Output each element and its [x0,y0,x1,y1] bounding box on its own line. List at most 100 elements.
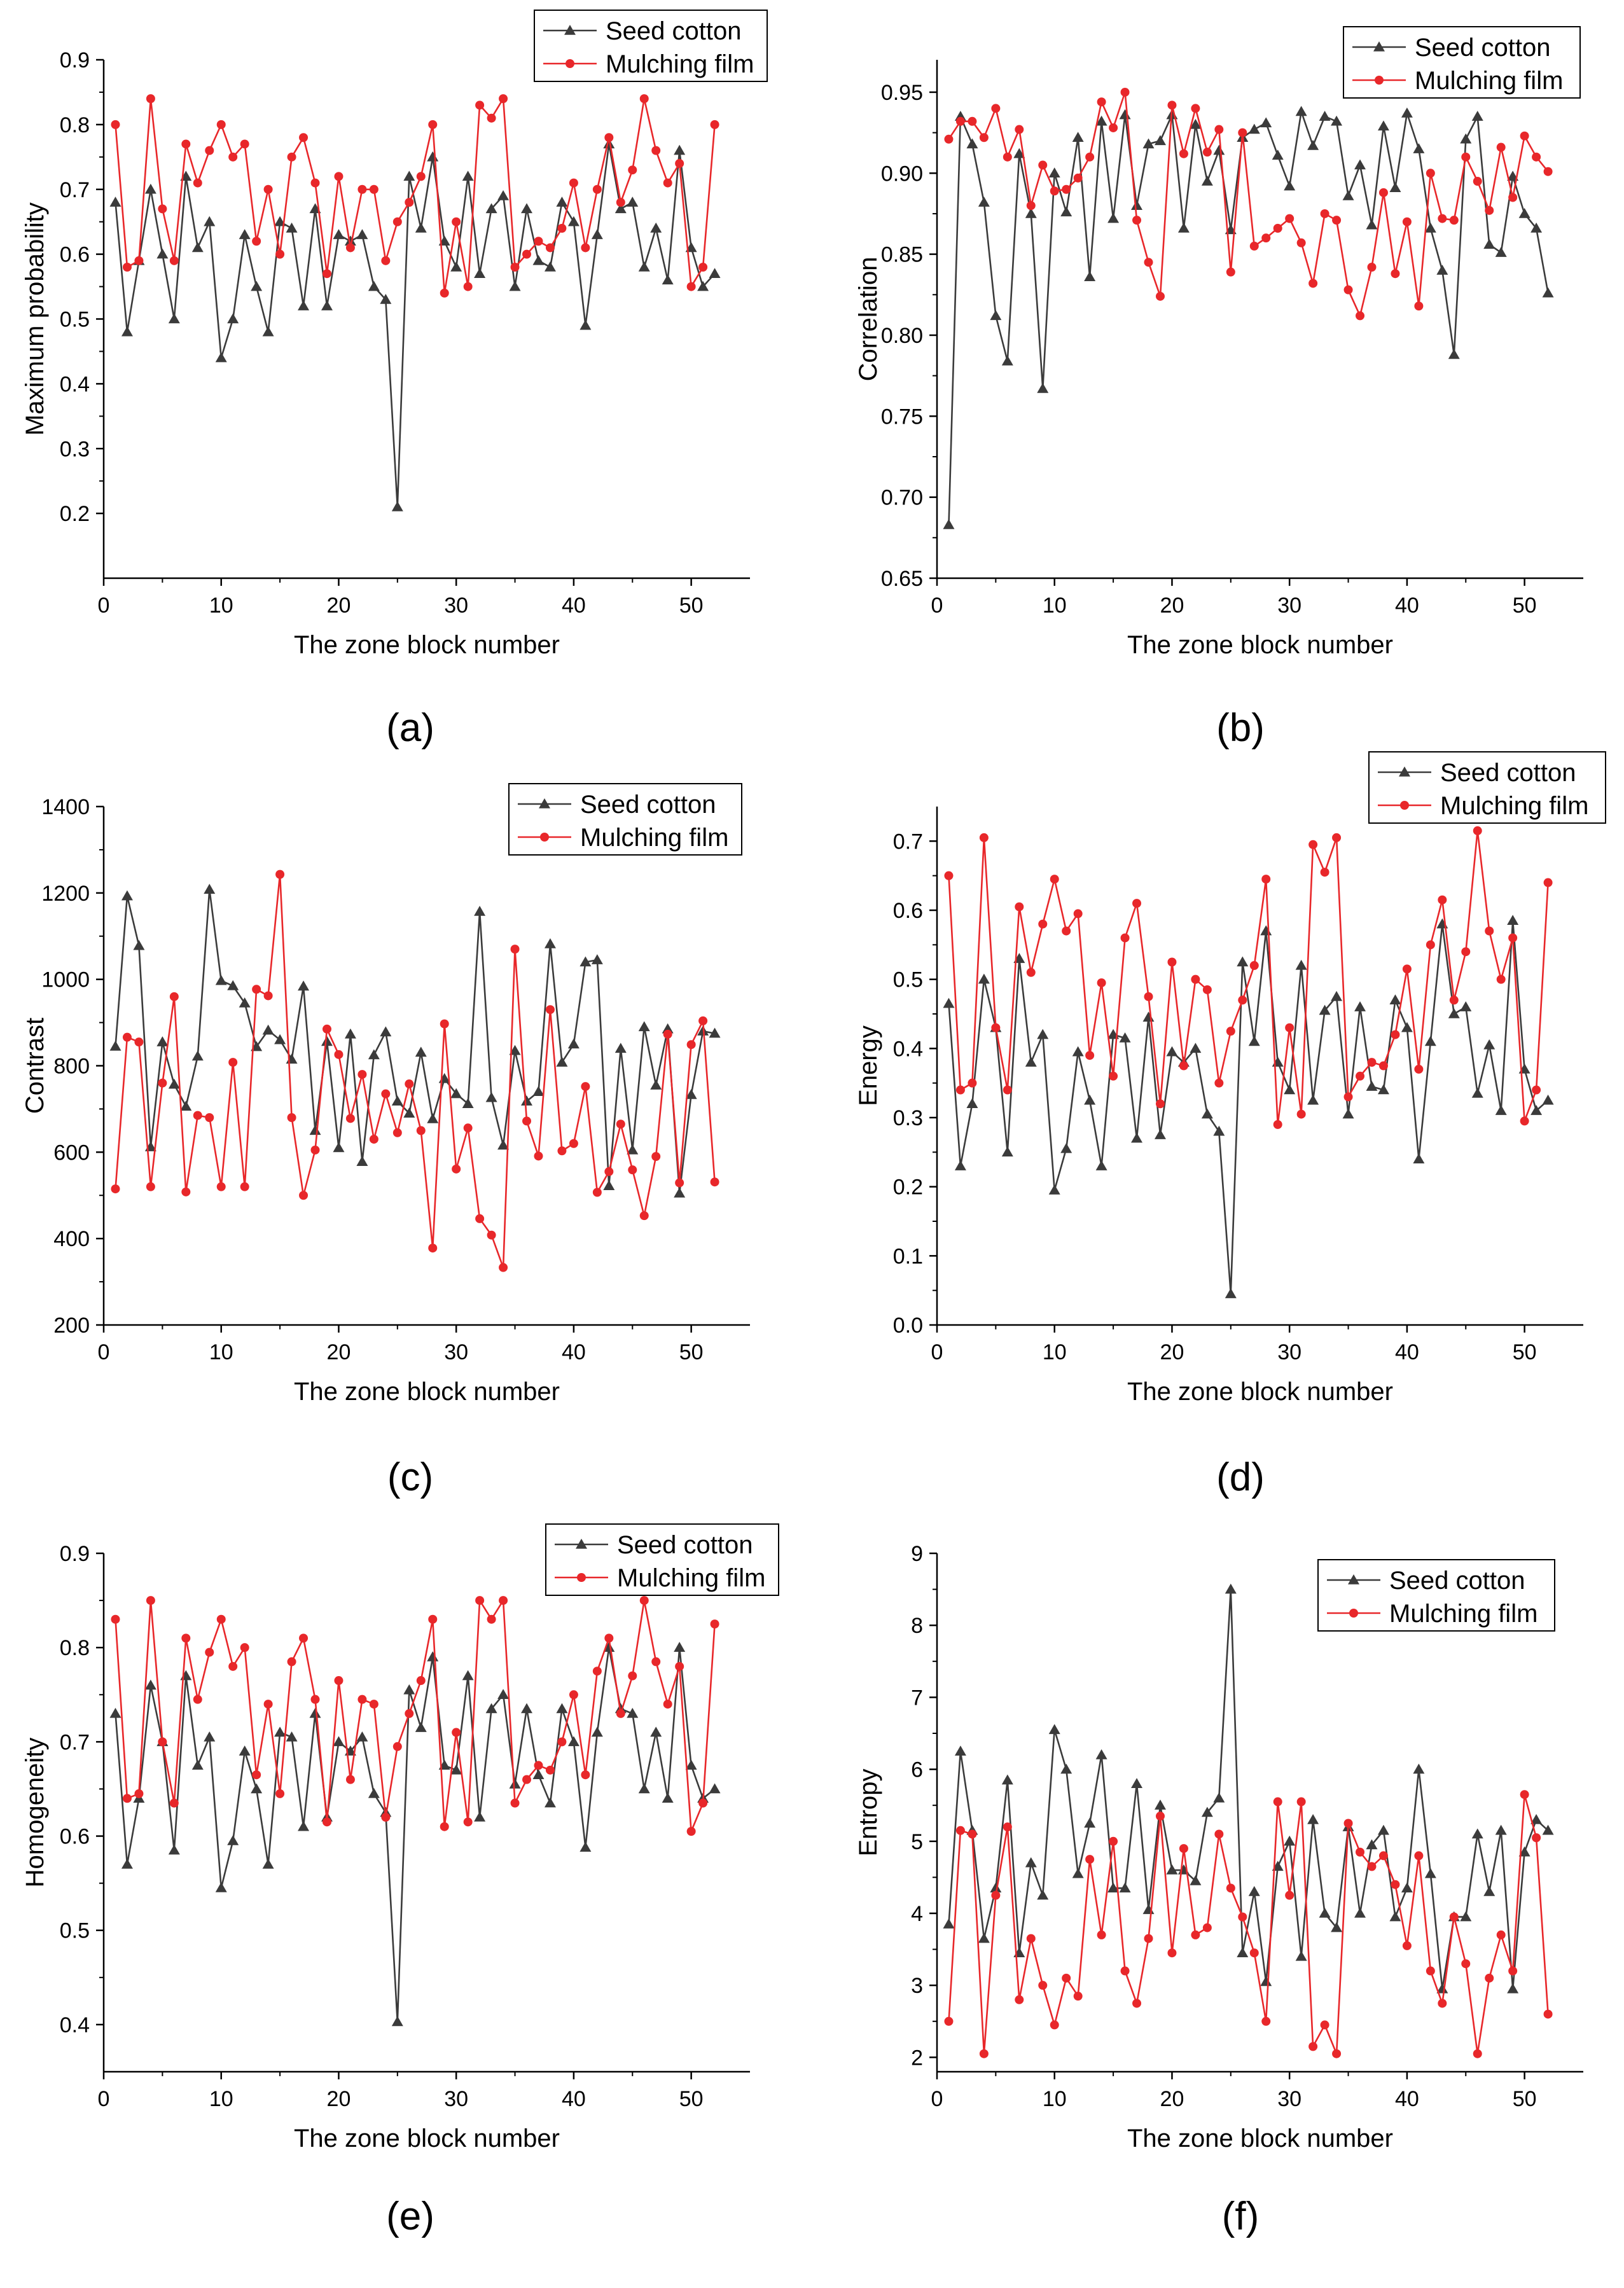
data-point [181,1633,191,1643]
data-point [685,1759,697,1770]
data-point [978,197,990,207]
data-point [440,1822,449,1831]
series-mulching-film [944,826,1553,1129]
data-point [146,1596,155,1605]
data-point [1354,159,1366,170]
data-point [1284,180,1296,191]
data-point [497,190,510,200]
legend-label: Mulching film [1415,67,1563,95]
data-point [262,326,274,336]
data-point [1226,1027,1235,1036]
data-point [1248,1036,1260,1046]
x-axis-label: The zone block number [294,2125,560,2153]
data-point [405,198,414,207]
x-tick-label: 10 [1043,2087,1067,2111]
data-point [638,1021,650,1032]
data-point [1037,1029,1049,1039]
data-point [1214,1829,1224,1839]
data-point [1179,1844,1188,1854]
data-point [1202,148,1212,157]
x-tick-label: 10 [209,1340,233,1364]
x-tick-label: 50 [679,1340,704,1364]
data-point [1273,1797,1282,1806]
data-point [1048,1184,1060,1195]
data-point [334,172,344,181]
x-tick-label: 10 [209,593,233,618]
data-point [345,1114,355,1123]
data-point [205,1113,214,1122]
data-point [698,1016,708,1025]
data-point [604,1167,614,1176]
data-point [392,217,402,226]
data-point [628,165,637,175]
data-point [1532,1085,1541,1095]
data-point [356,1731,368,1742]
data-point [452,1728,461,1737]
data-point [614,203,627,214]
data-point [685,1089,697,1099]
data-point [955,116,965,126]
data-point [286,1731,298,1742]
data-point [475,1214,485,1223]
series-line [948,111,1549,525]
data-point [156,248,169,259]
y-tick-label: 4 [911,1902,923,1926]
data-point [709,1783,721,1794]
data-point [450,1764,462,1775]
data-point [240,1643,249,1653]
data-point [193,1111,202,1120]
y-axis-label: Homogeneity [21,1738,49,1888]
data-point [240,1182,249,1191]
data-point [381,256,391,265]
data-point [1037,1889,1049,1900]
data-point [1072,1868,1084,1878]
data-point [1026,967,1036,977]
data-point [581,1770,590,1780]
data-point [169,1798,179,1808]
data-point [1142,1904,1155,1915]
data-point [263,184,273,194]
data-point [392,1742,402,1751]
data-point [686,1827,696,1836]
data-point [1119,109,1131,120]
data-point [227,313,239,324]
data-point [567,1038,580,1049]
legend-label: Mulching film [1440,792,1588,820]
data-point [240,139,249,149]
data-point [1471,111,1483,121]
data-point [509,1044,521,1055]
data-point [216,1182,226,1191]
data-point [381,1089,391,1099]
data-point [499,1596,508,1605]
data-point [369,1700,378,1709]
data-point [710,1177,719,1187]
data-point [663,1700,672,1709]
data-point [1473,826,1482,836]
legend-label: Seed cotton [606,17,742,45]
data-point [569,178,578,188]
data-point [1508,933,1518,943]
data-point [1389,1911,1401,1922]
data-point [966,1098,978,1109]
data-point [614,1043,627,1053]
data-point [193,1695,202,1704]
data-point [709,1027,721,1038]
data-point [1248,1886,1260,1896]
data-point [1261,233,1271,243]
data-point [545,243,555,253]
y-tick-label: 0.1 [893,1244,923,1268]
data-point [1060,206,1072,217]
data-point [1320,868,1329,877]
data-point [1471,1828,1483,1839]
series-seed-cotton [109,138,721,511]
data-point [286,222,298,233]
data-point [1438,214,1447,223]
data-point [180,1100,192,1111]
data-point [1249,1948,1259,1958]
data-point [169,256,179,265]
x-tick-label: 10 [1043,1340,1067,1364]
data-point [1332,833,1342,842]
data-point [1038,160,1048,170]
y-tick-label: 6 [911,1758,923,1782]
data-point [463,1817,473,1827]
